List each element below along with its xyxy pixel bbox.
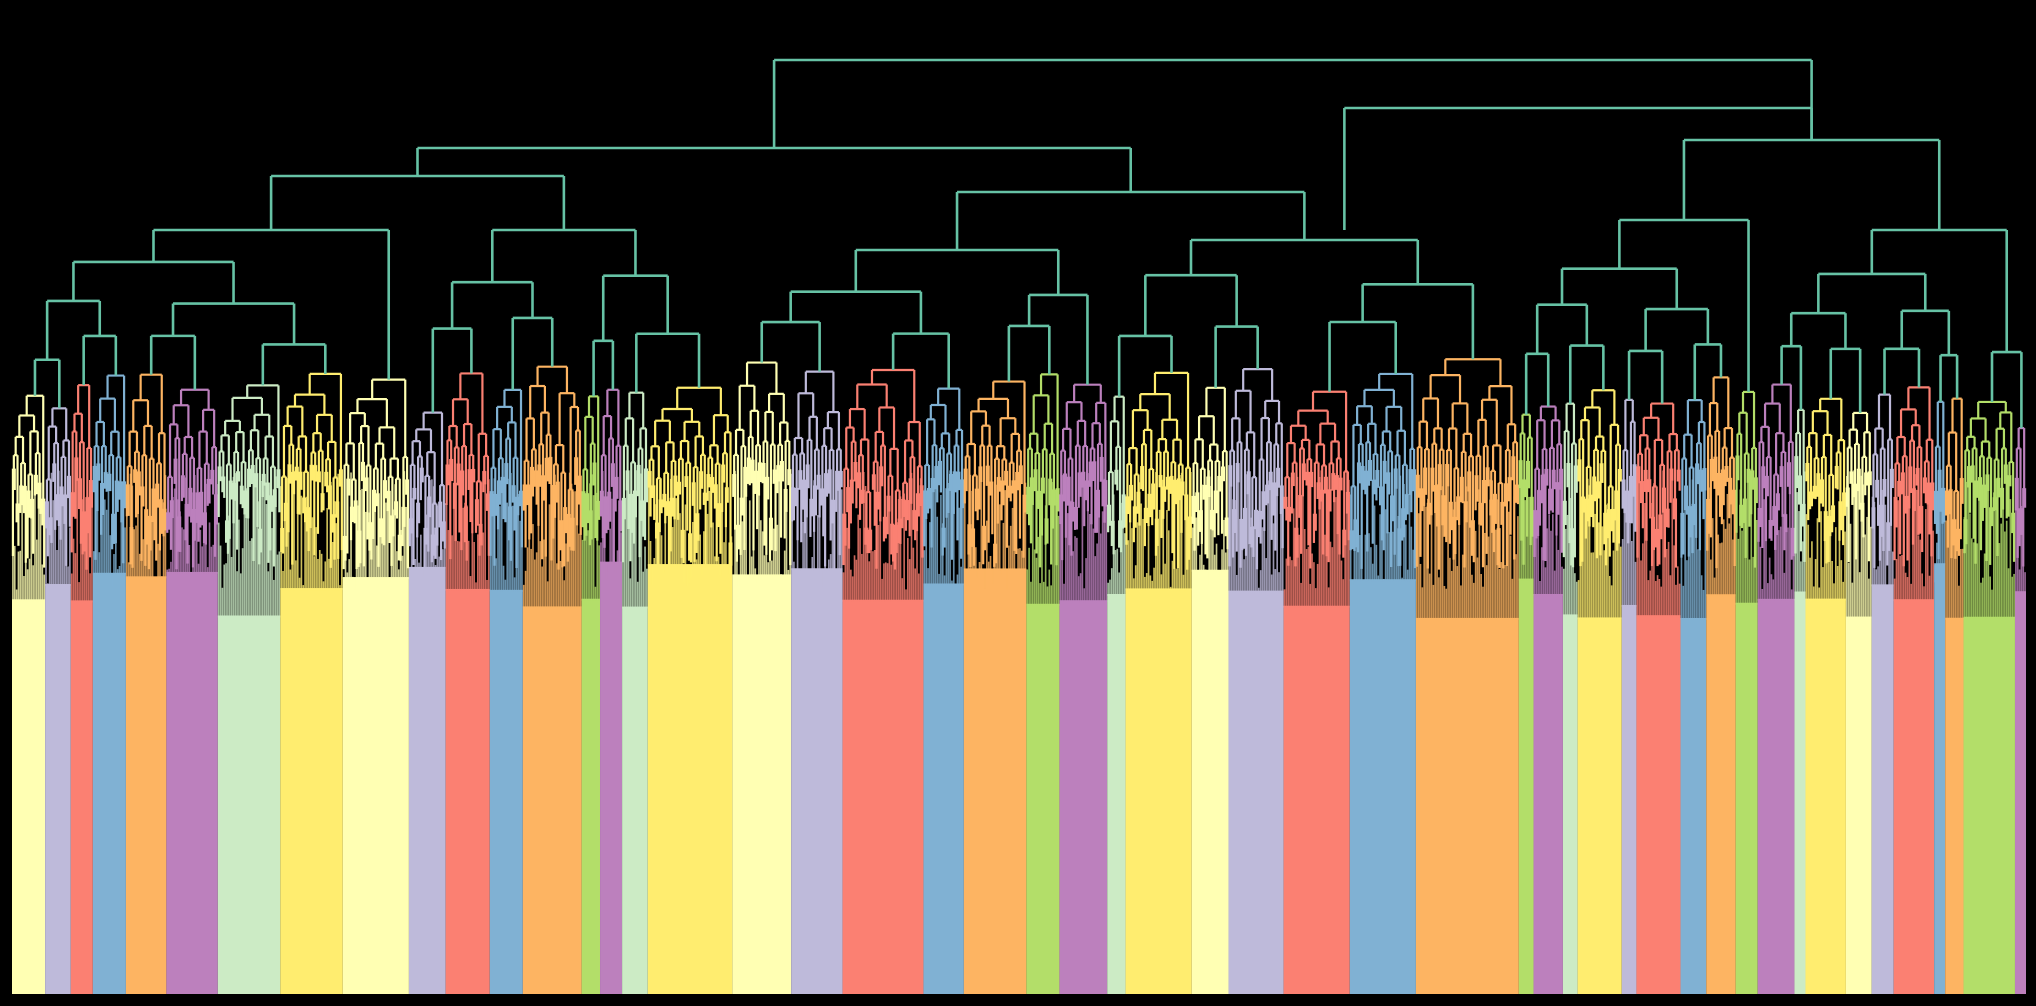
cluster-block	[217, 615, 281, 994]
cluster-block	[1228, 590, 1284, 994]
cluster-block	[1125, 588, 1192, 994]
cluster-block	[1415, 617, 1519, 994]
cluster-block	[842, 599, 924, 994]
cluster-block	[1680, 617, 1707, 994]
cluster-block	[1945, 617, 1964, 994]
cluster-block	[1283, 605, 1350, 994]
cluster-block	[1706, 594, 1736, 994]
cluster-block	[647, 564, 733, 994]
cluster-block	[581, 598, 601, 994]
cluster-block	[1533, 593, 1563, 994]
cluster-block	[445, 588, 490, 994]
cluster-block	[732, 574, 792, 994]
cluster-block	[342, 577, 409, 994]
cluster-block	[1963, 616, 2015, 994]
cluster-block	[1621, 604, 1637, 994]
cluster-block	[2014, 591, 2026, 994]
cluster-block	[600, 561, 623, 994]
cluster-block	[1577, 617, 1622, 994]
trunk-links	[33, 58, 2023, 429]
cluster-block	[12, 599, 46, 994]
cluster-block	[1845, 616, 1872, 994]
cluster-block	[622, 606, 648, 994]
cluster-block	[1518, 578, 1534, 994]
cluster-block	[280, 588, 343, 994]
cluster-block	[1805, 598, 1846, 994]
cluster-block	[1735, 602, 1758, 994]
cluster-block	[1636, 615, 1681, 994]
cluster-block	[963, 568, 1027, 994]
cluster-block	[1871, 584, 1894, 994]
cluster-block	[1757, 598, 1795, 994]
cluster-block	[489, 589, 523, 994]
cluster-block	[1562, 614, 1578, 994]
cluster-block	[45, 584, 71, 994]
cluster-block	[923, 583, 964, 994]
cluster-block	[791, 568, 843, 994]
cluster-block	[1893, 599, 1935, 994]
cluster-block	[1059, 600, 1108, 994]
cluster-block	[1026, 603, 1060, 994]
cluster-block	[408, 566, 446, 994]
cluster-block	[166, 571, 218, 994]
cluster-block	[125, 576, 167, 994]
cluster-block	[1934, 563, 1946, 994]
cluster-block	[1107, 594, 1126, 994]
cluster-block	[1794, 591, 1806, 994]
cluster-block	[1349, 579, 1416, 994]
cluster-links	[11, 358, 2027, 570]
cluster-block	[1191, 569, 1229, 994]
cluster-block	[522, 606, 582, 994]
cluster-block	[92, 572, 126, 994]
cluster-block	[70, 600, 93, 994]
